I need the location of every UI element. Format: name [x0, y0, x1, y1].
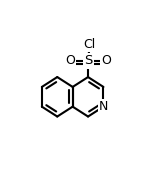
Text: S: S — [84, 54, 92, 67]
Text: Cl: Cl — [83, 38, 96, 52]
Text: O: O — [65, 54, 75, 67]
Text: N: N — [99, 100, 108, 113]
Text: O: O — [101, 54, 111, 67]
